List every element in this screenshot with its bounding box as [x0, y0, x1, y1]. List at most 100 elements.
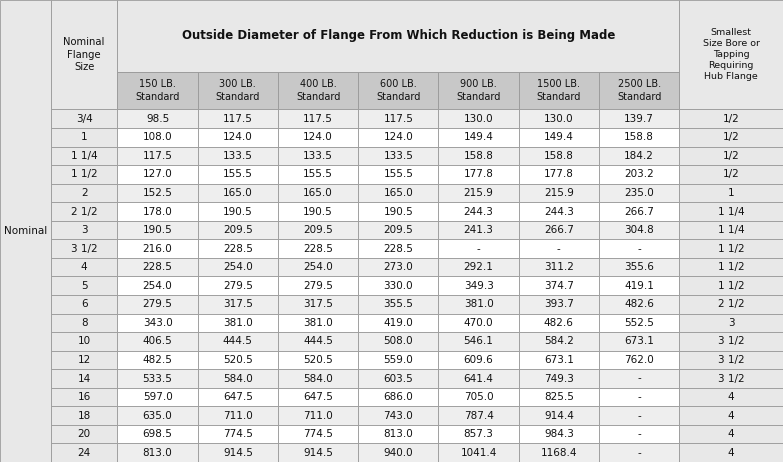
Bar	[117, 351, 197, 369]
Bar	[51, 165, 117, 184]
Text: 584.0: 584.0	[223, 373, 253, 383]
Bar	[438, 332, 518, 351]
Text: 813.0: 813.0	[143, 448, 172, 458]
Text: 546.1: 546.1	[464, 336, 493, 346]
Bar	[518, 425, 599, 444]
Text: 165.0: 165.0	[223, 188, 253, 198]
Text: 4: 4	[728, 448, 734, 458]
Bar	[438, 146, 518, 165]
Bar	[599, 146, 680, 165]
Bar	[117, 0, 680, 72]
Bar	[438, 221, 518, 239]
Text: 158.8: 158.8	[464, 151, 493, 161]
Text: 711.0: 711.0	[303, 411, 333, 420]
Bar	[117, 295, 197, 314]
Bar	[117, 72, 197, 109]
Text: 774.5: 774.5	[303, 429, 333, 439]
Text: Nominal
Flange
Size: Nominal Flange Size	[63, 37, 105, 72]
Bar	[278, 184, 358, 202]
Text: 419.0: 419.0	[384, 318, 413, 328]
Bar	[51, 0, 117, 109]
Bar	[358, 444, 438, 462]
Bar	[197, 351, 278, 369]
Text: 482.5: 482.5	[143, 355, 172, 365]
Bar	[117, 146, 197, 165]
Bar	[438, 351, 518, 369]
Bar	[197, 295, 278, 314]
Text: 600 LB.
Standard: 600 LB. Standard	[376, 79, 420, 102]
Text: 1/2: 1/2	[723, 132, 739, 142]
Bar	[51, 202, 117, 221]
Bar	[438, 407, 518, 425]
Bar	[117, 184, 197, 202]
Text: 520.5: 520.5	[223, 355, 253, 365]
Bar	[518, 109, 599, 128]
Text: 774.5: 774.5	[223, 429, 253, 439]
Bar	[117, 369, 197, 388]
Text: 520.5: 520.5	[303, 355, 333, 365]
Text: 124.0: 124.0	[223, 132, 253, 142]
Text: 4: 4	[728, 392, 734, 402]
Bar	[518, 276, 599, 295]
Bar	[278, 72, 358, 109]
Text: 4: 4	[81, 262, 88, 272]
Bar	[518, 351, 599, 369]
Bar	[197, 388, 278, 407]
Bar	[278, 295, 358, 314]
Bar	[278, 444, 358, 462]
Bar	[197, 332, 278, 351]
Text: 304.8: 304.8	[624, 225, 654, 235]
Bar	[518, 295, 599, 314]
Text: 3 1/2: 3 1/2	[70, 243, 98, 254]
Bar	[599, 425, 680, 444]
Text: 914.5: 914.5	[223, 448, 253, 458]
Text: 117.5: 117.5	[303, 114, 333, 124]
Bar	[278, 425, 358, 444]
Bar	[51, 239, 117, 258]
Text: 130.0: 130.0	[544, 114, 574, 124]
Bar	[278, 239, 358, 258]
Text: 635.0: 635.0	[143, 411, 172, 420]
Bar	[518, 407, 599, 425]
Bar	[599, 109, 680, 128]
Bar	[117, 332, 197, 351]
Text: 381.0: 381.0	[464, 299, 493, 309]
Text: 2500 LB.
Standard: 2500 LB. Standard	[617, 79, 662, 102]
Text: 743.0: 743.0	[384, 411, 413, 420]
Bar	[51, 425, 117, 444]
Bar	[518, 184, 599, 202]
Bar	[599, 72, 680, 109]
Bar	[438, 109, 518, 128]
Bar	[197, 72, 278, 109]
Text: 813.0: 813.0	[384, 429, 413, 439]
Bar	[599, 276, 680, 295]
Bar	[358, 351, 438, 369]
Text: 584.0: 584.0	[303, 373, 333, 383]
Text: 552.5: 552.5	[624, 318, 654, 328]
Bar	[117, 444, 197, 462]
Text: 209.5: 209.5	[223, 225, 253, 235]
Bar	[599, 444, 680, 462]
Text: -: -	[637, 448, 641, 458]
Bar	[438, 184, 518, 202]
Text: 444.5: 444.5	[223, 336, 253, 346]
Text: -: -	[637, 392, 641, 402]
Text: 24: 24	[78, 448, 91, 458]
Bar	[518, 388, 599, 407]
Bar	[680, 109, 783, 128]
Bar	[680, 295, 783, 314]
Text: 155.5: 155.5	[303, 170, 333, 179]
Text: 266.7: 266.7	[544, 225, 574, 235]
Text: 559.0: 559.0	[384, 355, 413, 365]
Text: 2: 2	[81, 188, 88, 198]
Bar	[197, 258, 278, 276]
Bar	[197, 221, 278, 239]
Text: 8: 8	[81, 318, 88, 328]
Text: 279.5: 279.5	[303, 281, 333, 291]
Bar	[518, 146, 599, 165]
Bar	[438, 165, 518, 184]
Bar	[518, 202, 599, 221]
Text: 150 LB.
Standard: 150 LB. Standard	[135, 79, 180, 102]
Text: 470.0: 470.0	[464, 318, 493, 328]
Text: 3: 3	[81, 225, 88, 235]
